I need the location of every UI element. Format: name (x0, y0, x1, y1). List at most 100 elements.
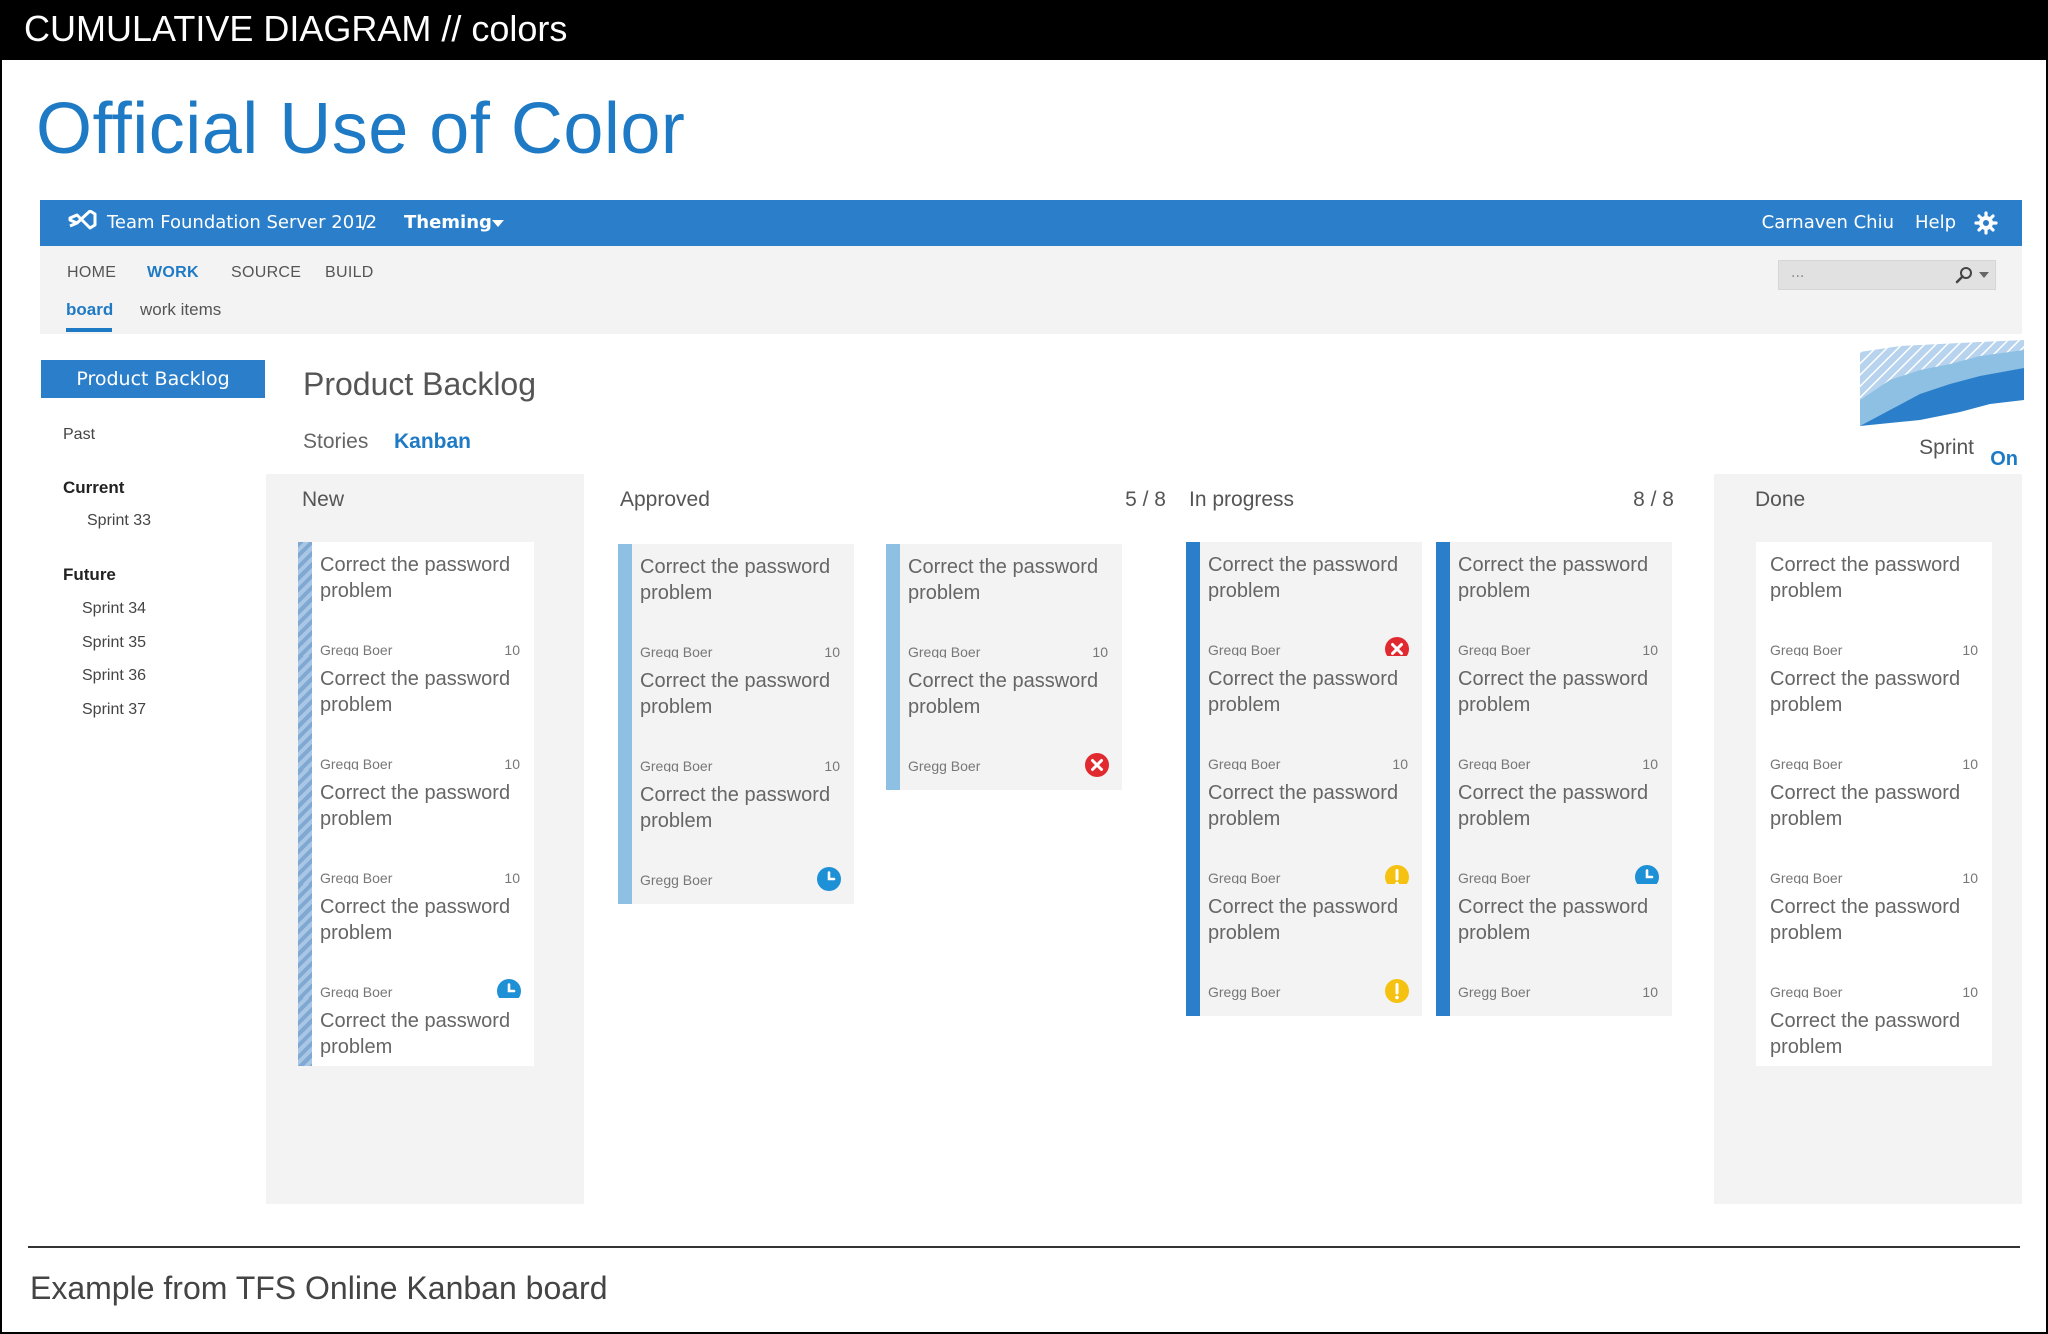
nav-build[interactable]: BUILD (325, 264, 374, 281)
column-header-new: New (302, 488, 345, 511)
kanban-card[interactable]: Correct the password problem Gregg Boer 10 (618, 658, 854, 790)
nav-source[interactable]: SOURCE (231, 264, 302, 281)
card-title[interactable]: Correct the password problem (1770, 782, 1961, 830)
kanban-card[interactable]: Correct the password problem Gregg Boer 10 (298, 770, 534, 902)
card-title[interactable]: Correct the password problem (320, 896, 511, 944)
card-title[interactable]: Correct the password problem (1770, 896, 1961, 944)
kanban-card[interactable]: Correct the password problem Gregg Boer (886, 658, 1122, 790)
kanban-card[interactable]: Correct the password problem Gregg Boer (618, 772, 854, 904)
chevron-down-icon[interactable] (492, 220, 504, 227)
clock-icon (1635, 865, 1659, 889)
kanban-card[interactable]: Correct the password problem (1756, 998, 1992, 1066)
sidebar-item-sprint-36[interactable]: Sprint 36 (82, 667, 147, 684)
sprint-toggle-on[interactable]: On (1990, 448, 2018, 470)
card-story-points: 10 (1962, 984, 1978, 1000)
kanban-card[interactable]: Correct the password problem Gregg Boer 10 (1756, 770, 1992, 902)
card-title[interactable]: Correct the password problem (908, 556, 1099, 604)
search-placeholder: ... (1791, 265, 1805, 281)
sidebar-item-sprint-37[interactable]: Sprint 37 (82, 701, 147, 718)
card-owner: Gregg Boer (320, 984, 393, 1000)
error-icon (1085, 753, 1109, 777)
top-bar: Team Foundation Server 2012 / Theming Ca… (40, 200, 2022, 246)
sidebar-item-sprint-35[interactable]: Sprint 35 (82, 634, 147, 651)
kanban-card[interactable]: Correct the password problem Gregg Boer (1186, 542, 1422, 674)
kanban-card[interactable]: Correct the password problem Gregg Boer (1436, 770, 1672, 902)
card-title[interactable]: Correct the password problem (320, 1010, 511, 1058)
kanban-card[interactable]: Correct the password problem Gregg Boer 10 (298, 656, 534, 788)
project-selector[interactable]: Theming (404, 212, 492, 233)
card-title[interactable]: Correct the password problem (1208, 554, 1399, 602)
card-owner: Gregg Boer (1458, 984, 1531, 1000)
footer-divider (28, 1246, 2020, 1248)
kanban-card[interactable]: Correct the password problem Gregg Boer 10 (1436, 656, 1672, 788)
card-owner: Gregg Boer (1770, 756, 1843, 772)
card-title[interactable]: Correct the password problem (1770, 554, 1961, 602)
tfs-app-screenshot: Team Foundation Server 2012 / Theming Ca… (40, 200, 2024, 1204)
cumulative-flow-diagram-thumbnail[interactable] (1860, 340, 2024, 426)
search-input[interactable]: ... (1778, 260, 1996, 290)
card-color-bar (1186, 542, 1200, 674)
product-name[interactable]: Team Foundation Server 2012 (107, 212, 378, 233)
sidebar-item-past[interactable]: Past (63, 426, 96, 443)
subnav-work-items[interactable]: work items (140, 300, 222, 319)
kanban-card[interactable]: Correct the password problem Gregg Boer 10 (1756, 656, 1992, 788)
card-title[interactable]: Correct the password problem (640, 670, 831, 718)
card-title[interactable]: Correct the password problem (1208, 896, 1399, 944)
search-options-chevron-icon[interactable] (1979, 272, 1989, 278)
user-name[interactable]: Carnaven Chiu (1761, 212, 1894, 233)
card-owner: Gregg Boer (320, 756, 393, 772)
gear-icon[interactable] (1974, 211, 1998, 235)
card-title[interactable]: Correct the password problem (1770, 668, 1961, 716)
card-title[interactable]: Correct the password problem (320, 782, 511, 830)
card-owner: Gregg Boer (320, 870, 393, 886)
tab-stories[interactable]: Stories (303, 430, 369, 453)
kanban-card[interactable]: Correct the password problem Gregg Boer 10 (1186, 656, 1422, 788)
kanban-card[interactable]: Correct the password problem Gregg Boer 10 (1436, 542, 1672, 674)
card-title[interactable]: Correct the password problem (1770, 1010, 1961, 1058)
visual-studio-logo-icon[interactable] (68, 210, 98, 236)
card-story-points: 10 (1962, 642, 1978, 658)
card-owner: Gregg Boer (1770, 870, 1843, 886)
search-icon[interactable] (1955, 266, 1973, 284)
card-owner: Gregg Boer (1208, 870, 1281, 886)
kanban-card[interactable]: Correct the password problem (298, 998, 534, 1066)
card-title[interactable]: Correct the password problem (640, 556, 831, 604)
kanban-card[interactable]: Correct the password problem Gregg Boer 10 (1756, 884, 1992, 1016)
card-title[interactable]: Correct the password problem (640, 784, 831, 832)
sidebar-item-sprint-33[interactable]: Sprint 33 (87, 512, 152, 529)
card-color-bar (618, 658, 632, 790)
column-in-progress-wip-count: 8 / 8 (1633, 488, 1674, 511)
card-title[interactable]: Correct the password problem (1208, 668, 1399, 716)
kanban-card[interactable]: Correct the password problem Gregg Boer 10 (298, 542, 534, 674)
warning-icon (1385, 865, 1409, 889)
card-title[interactable]: Correct the password problem (1458, 554, 1649, 602)
kanban-card[interactable]: Correct the password problem Gregg Boer 10 (618, 544, 854, 676)
tab-kanban[interactable]: Kanban (394, 430, 472, 453)
kanban-card[interactable]: Correct the password problem Gregg Boer (1186, 770, 1422, 902)
product-backlog-button[interactable]: Product Backlog (41, 360, 265, 398)
subnav-board[interactable]: board (66, 300, 114, 319)
card-title[interactable]: Correct the password problem (908, 670, 1099, 718)
kanban-card[interactable]: Correct the password problem Gregg Boer 10 (1436, 884, 1672, 1016)
kanban-card[interactable]: Correct the password problem Gregg Boer (298, 884, 534, 1016)
sprint-toggle-label: Sprint (1919, 436, 1974, 459)
card-title[interactable]: Correct the password problem (1458, 896, 1649, 944)
card-title[interactable]: Correct the password problem (320, 668, 511, 716)
sidebar-item-sprint-34[interactable]: Sprint 34 (82, 600, 147, 617)
card-owner: Gregg Boer (1208, 642, 1281, 658)
card-owner: Gregg Boer (908, 644, 981, 660)
card-story-points: 10 (504, 870, 520, 886)
kanban-card[interactable]: Correct the password problem Gregg Boer 10 (1756, 542, 1992, 674)
card-title[interactable]: Correct the password problem (320, 554, 511, 602)
card-title[interactable]: Correct the password problem (1208, 782, 1399, 830)
card-story-points: 10 (824, 758, 840, 774)
kanban-card[interactable]: Correct the password problem Gregg Boer 10 (886, 544, 1122, 676)
card-color-bar (1436, 770, 1450, 902)
card-title[interactable]: Correct the password problem (1458, 782, 1649, 830)
help-link[interactable]: Help (1914, 212, 1956, 233)
kanban-card[interactable]: Correct the password problem Gregg Boer (1186, 884, 1422, 1016)
nav-work[interactable]: WORK (147, 264, 199, 281)
nav-home[interactable]: HOME (67, 264, 117, 281)
card-owner: Gregg Boer (1458, 756, 1531, 772)
card-title[interactable]: Correct the password problem (1458, 668, 1649, 716)
